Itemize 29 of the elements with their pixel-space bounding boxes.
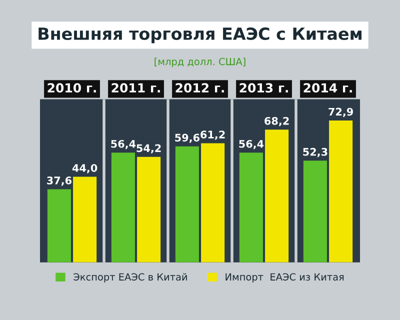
bar (303, 160, 327, 262)
data-label: 56,4 (111, 140, 136, 150)
data-label: 68,2 (264, 116, 289, 126)
data-label: 52,3 (303, 148, 328, 158)
bar (239, 152, 263, 262)
chart-subtitle: [млрд долл. США] (154, 58, 246, 68)
x-tick-label: 2011 г. (112, 83, 160, 93)
x-tick-label: 2014 г. (304, 83, 352, 93)
data-label: 59,6 (175, 134, 200, 143)
bar (73, 176, 97, 262)
x-tick-label: 2013 г. (240, 83, 288, 93)
data-label: 61,2 (200, 130, 225, 140)
data-label: 54,2 (136, 144, 161, 154)
legend-label: Экспорт ЕАЭС в Китай (74, 273, 187, 282)
bar (111, 152, 135, 262)
data-label: 44,0 (72, 164, 98, 174)
chart-title: Внешняя торговля ЕАЭС с Китаем (38, 27, 362, 44)
data-label: 56,4 (239, 140, 264, 150)
bar (201, 143, 225, 262)
legend-label: Импорт ЕАЭС из Китая (226, 273, 344, 282)
data-label: 72,9 (328, 108, 353, 118)
x-tick-label: 2010 г. (48, 83, 96, 93)
x-tick-label: 2012 г. (176, 83, 224, 93)
bar (47, 189, 71, 262)
data-label: 37,6 (47, 176, 72, 186)
bar (137, 156, 161, 262)
bar (175, 146, 199, 262)
bar (265, 130, 289, 262)
bar (329, 120, 353, 262)
